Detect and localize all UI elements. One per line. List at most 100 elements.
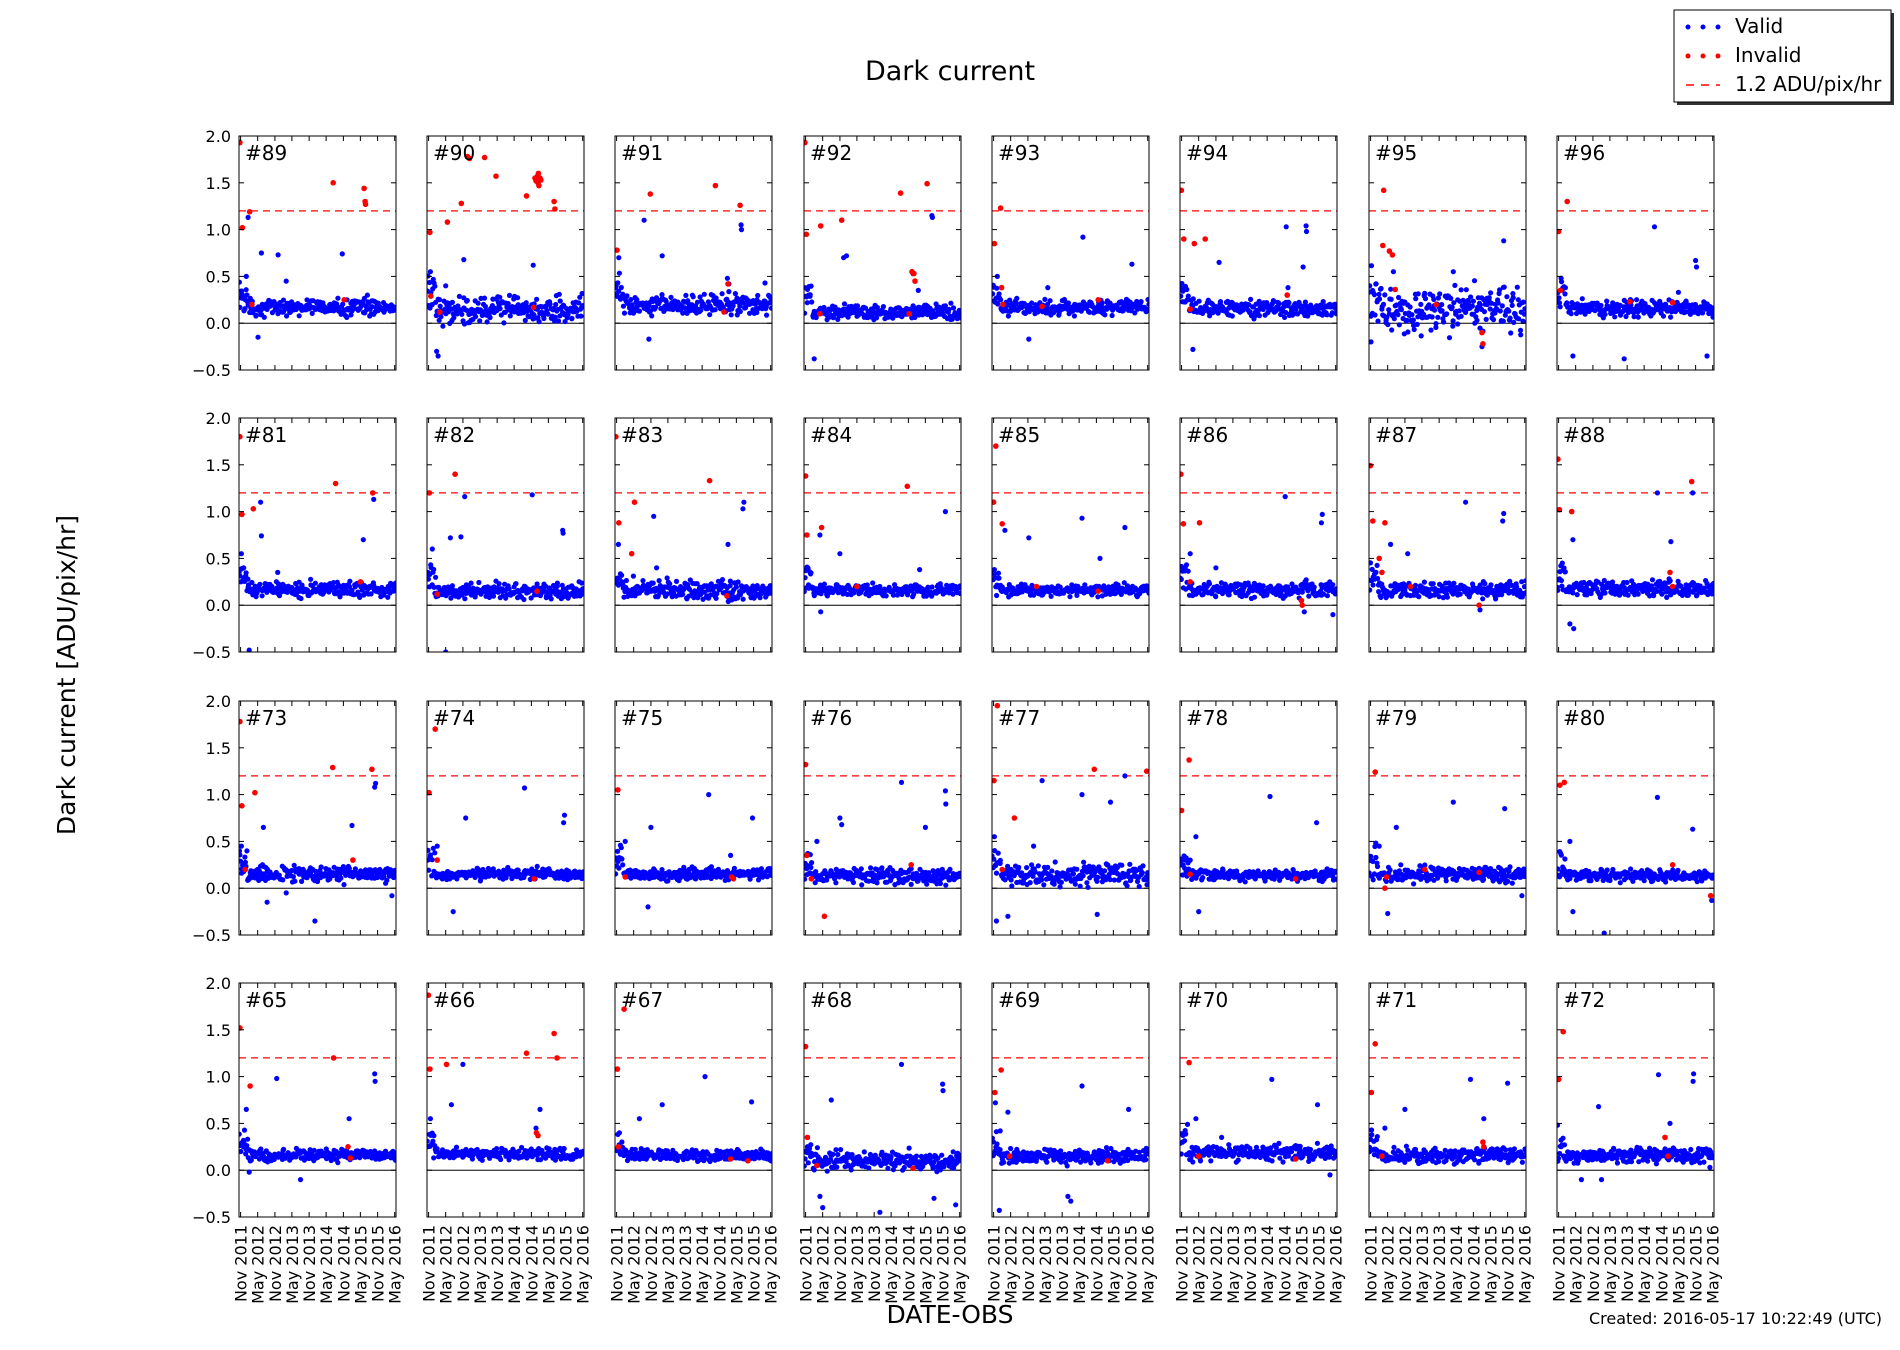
valid-point (1463, 309, 1469, 315)
valid-point (431, 584, 437, 590)
invalid-point (997, 205, 1004, 211)
valid-point (1226, 592, 1232, 598)
valid-point (730, 303, 736, 309)
valid-point (427, 269, 433, 275)
invalid-point (1392, 286, 1398, 293)
valid-point (506, 292, 513, 298)
valid-point (956, 307, 961, 313)
valid-point (1330, 612, 1336, 618)
valid-point (455, 303, 461, 309)
invalid-point (993, 443, 999, 449)
valid-point (817, 532, 823, 538)
valid-point (438, 314, 444, 320)
valid-point (994, 592, 1000, 599)
invalid-point (1557, 506, 1563, 513)
valid-point (1097, 555, 1103, 562)
panel-frame (803, 135, 962, 371)
valid-point (1667, 578, 1673, 584)
valid-point (258, 499, 264, 505)
invalid-point (724, 593, 730, 599)
valid-point (1375, 318, 1381, 324)
valid-point (1431, 296, 1437, 302)
valid-point (1324, 312, 1330, 318)
valid-point (1486, 295, 1492, 301)
valid-point (1515, 297, 1521, 303)
valid-point (1428, 327, 1434, 333)
valid-point (1324, 593, 1330, 599)
valid-point (280, 877, 286, 883)
valid-point (1557, 304, 1563, 310)
valid-point (1704, 353, 1710, 359)
valid-point (275, 252, 281, 258)
valid-point (298, 595, 304, 602)
valid-point (461, 321, 468, 327)
valid-point (1380, 301, 1387, 307)
valid-point (346, 584, 353, 590)
valid-point (351, 592, 357, 598)
valid-point (347, 578, 353, 584)
invalid-point (725, 281, 731, 287)
valid-point (957, 590, 961, 597)
valid-point (1388, 583, 1394, 589)
valid-point (768, 297, 772, 303)
valid-point (1452, 282, 1458, 288)
valid-point (767, 583, 772, 589)
valid-point (738, 227, 745, 233)
valid-point (618, 284, 624, 291)
valid-point (335, 295, 341, 301)
valid-point (1318, 520, 1324, 526)
valid-point (1121, 580, 1127, 586)
valid-point (1413, 296, 1419, 302)
valid-point (1690, 490, 1696, 496)
valid-point (841, 301, 848, 307)
valid-point (707, 312, 713, 318)
valid-point (1458, 313, 1464, 319)
invalid-point (1095, 588, 1101, 594)
y-tick-label: 1.0 (206, 786, 231, 805)
valid-point (1369, 263, 1375, 269)
valid-point (726, 289, 732, 295)
valid-point (1333, 586, 1337, 592)
valid-point (621, 310, 628, 316)
valid-point (296, 313, 302, 319)
valid-point (911, 591, 917, 597)
valid-point (1065, 300, 1071, 306)
valid-point (299, 878, 305, 885)
valid-point (1264, 300, 1270, 306)
valid-point (1520, 299, 1526, 305)
invalid-point (252, 789, 258, 796)
valid-point (1026, 535, 1032, 541)
valid-point (1026, 336, 1032, 342)
valid-point (1437, 291, 1443, 297)
valid-point (1206, 581, 1213, 587)
valid-point (458, 534, 464, 540)
valid-point (515, 295, 521, 301)
valid-point (339, 251, 345, 257)
y-tick-label: 1.5 (206, 174, 231, 193)
valid-point (507, 313, 513, 319)
valid-point (747, 310, 753, 316)
valid-point (436, 297, 443, 303)
panel-frame (1179, 417, 1338, 653)
panel-label: #85 (998, 423, 1040, 447)
valid-point (933, 301, 939, 307)
valid-point (1510, 291, 1516, 297)
valid-point (1433, 324, 1439, 330)
valid-point (1651, 224, 1658, 230)
valid-point (1567, 621, 1573, 627)
valid-point (663, 298, 669, 305)
panel-92: #92 (803, 135, 962, 371)
valid-point (1334, 590, 1337, 596)
valid-point (1477, 607, 1483, 613)
valid-point (243, 570, 249, 576)
valid-point (1458, 287, 1464, 293)
valid-point (1710, 309, 1714, 315)
valid-point (368, 591, 374, 597)
valid-point (1045, 285, 1051, 291)
valid-point (804, 310, 808, 316)
panel-frame (238, 700, 397, 936)
valid-point (1448, 295, 1454, 301)
valid-point (1433, 321, 1439, 327)
valid-point (554, 580, 561, 586)
invalid-point (1180, 521, 1187, 527)
